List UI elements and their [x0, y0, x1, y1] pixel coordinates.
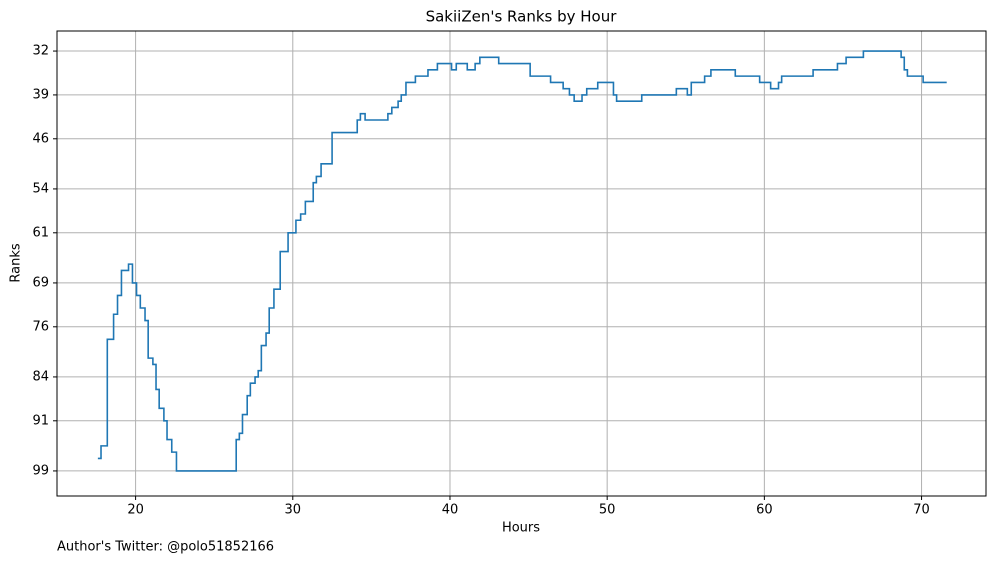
x-tick-label: 60 [756, 503, 773, 518]
x-axis-label: Hours [502, 521, 540, 536]
y-tick-label: 84 [32, 369, 49, 384]
y-tick-label: 54 [32, 181, 49, 196]
y-axis-label: Ranks [9, 243, 24, 282]
x-tick-label: 50 [599, 503, 616, 518]
y-tick-label: 39 [32, 87, 49, 102]
x-tick-label: 30 [285, 503, 302, 518]
annotation: Author's Twitter: @polo51852166 [57, 540, 274, 555]
y-tick-label: 32 [32, 44, 49, 59]
plot-frame [56, 30, 987, 497]
chart-title: SakiiZen's Ranks by Hour [426, 8, 618, 26]
y-tick-label: 69 [32, 275, 49, 290]
y-tick-label: 99 [32, 463, 49, 478]
x-tick-label: 40 [442, 503, 459, 518]
y-tick-label: 61 [32, 225, 49, 240]
x-tick-label: 20 [127, 503, 144, 518]
y-tick-label: 91 [32, 413, 49, 428]
y-tick-label: 46 [32, 131, 49, 146]
step-line [97, 50, 947, 472]
x-tick-label: 70 [913, 503, 930, 518]
y-tick-label: 76 [32, 319, 49, 334]
